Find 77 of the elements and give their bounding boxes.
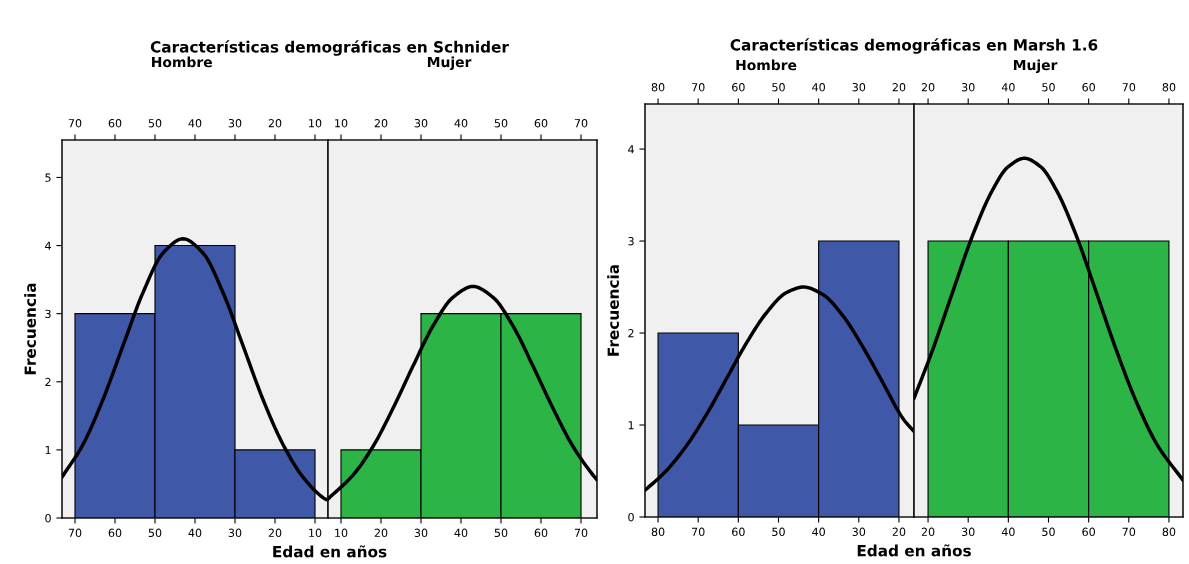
chart-subtitle: Mujer <box>1013 59 1058 73</box>
x-tick-label: 70 <box>692 527 705 537</box>
x-tick-label: 40 <box>812 527 825 537</box>
x-tick-label: 50 <box>494 528 508 538</box>
x2-tick-label: 30 <box>852 83 866 92</box>
chart-subtitle: Mujer <box>427 56 472 70</box>
y-tick-label: 5 <box>45 173 51 182</box>
y-tick-label: 4 <box>45 241 51 250</box>
x2-tick-label: 50 <box>772 83 785 92</box>
y-tick-label: 4 <box>628 145 634 154</box>
x2-tick-label: 50 <box>148 119 162 128</box>
x-tick-label: 30 <box>228 528 242 538</box>
y-axis-title: Frecuencia <box>24 283 36 375</box>
chart-title: Características demográficas en Schnider <box>150 40 509 56</box>
y-tick-label: 3 <box>628 237 634 246</box>
x2-tick-label: 10 <box>309 119 322 128</box>
x2-tick-label: 60 <box>108 119 122 128</box>
x2-tick-label: 20 <box>374 119 388 128</box>
x2-tick-label: 70 <box>692 83 705 92</box>
x-tick-label: 30 <box>852 527 866 537</box>
x-tick-label: 30 <box>961 527 975 537</box>
x-tick-label: 70 <box>574 528 588 538</box>
y-tick-label: 2 <box>628 329 634 338</box>
x2-tick-label: 50 <box>1042 83 1055 92</box>
x2-tick-label: 80 <box>1162 83 1176 92</box>
x2-tick-label: 40 <box>812 83 825 92</box>
y-axis-title: Frecuencia <box>607 265 619 356</box>
x2-tick-label: 20 <box>892 83 906 92</box>
x2-tick-label: 60 <box>1082 83 1095 92</box>
x2-tick-label: 80 <box>651 83 665 92</box>
x-tick-label: 40 <box>188 528 202 538</box>
x-tick-label: 30 <box>414 528 428 538</box>
x2-tick-label: 10 <box>335 119 348 128</box>
x2-tick-label: 70 <box>68 119 82 128</box>
y-tick-label: 0 <box>45 513 51 523</box>
y-tick-label: 1 <box>45 446 51 455</box>
x2-tick-label: 30 <box>414 119 428 128</box>
chart-subtitle: Hombre <box>152 56 212 68</box>
x-tick-label: 60 <box>1082 527 1095 537</box>
x-tick-label: 50 <box>772 527 785 537</box>
y-tick-label: 1 <box>628 421 634 430</box>
x2-tick-label: 30 <box>961 83 975 92</box>
x-tick-label: 80 <box>1162 527 1176 537</box>
x2-tick-label: 50 <box>494 119 508 128</box>
x-tick-label: 70 <box>1122 527 1136 537</box>
y-tick-label: 0 <box>628 512 634 522</box>
x2-tick-label: 60 <box>732 83 745 92</box>
x2-tick-label: 20 <box>268 119 282 128</box>
x-tick-label: 70 <box>68 528 82 538</box>
x-tick-label: 60 <box>108 528 122 538</box>
y-tick-label: 2 <box>45 377 51 387</box>
x-tick-label: 60 <box>534 528 548 538</box>
x-tick-label: 80 <box>651 527 665 537</box>
x2-tick-label: 30 <box>228 119 242 128</box>
x2-tick-label: 70 <box>574 119 588 128</box>
chart-subtitle: Hombre <box>736 59 797 71</box>
x-tick-label: 20 <box>892 527 906 537</box>
x2-tick-label: 40 <box>188 119 202 128</box>
x-tick-label: 10 <box>335 528 348 538</box>
x-tick-label: 40 <box>1001 527 1015 537</box>
x-tick-label: 60 <box>732 527 745 537</box>
x-tick-label: 20 <box>374 528 388 538</box>
x-tick-label: 20 <box>268 528 282 538</box>
x2-tick-label: 70 <box>1122 83 1136 92</box>
x2-tick-label: 40 <box>454 119 468 128</box>
y-tick-label: 3 <box>45 309 51 319</box>
chart-title: Características demográficas en Marsh 1.6 <box>730 38 1098 54</box>
x-tick-label: 10 <box>309 528 322 538</box>
x2-tick-label: 40 <box>1001 83 1015 92</box>
x2-tick-label: 20 <box>921 83 935 92</box>
x-tick-label: 50 <box>148 528 162 538</box>
x-tick-label: 40 <box>454 528 468 538</box>
x2-tick-label: 60 <box>534 119 548 128</box>
x-tick-label: 20 <box>921 527 935 537</box>
x-tick-label: 50 <box>1042 527 1055 537</box>
x-axis-title: Edad en años <box>273 545 387 558</box>
x-axis-title: Edad en años <box>857 544 971 557</box>
